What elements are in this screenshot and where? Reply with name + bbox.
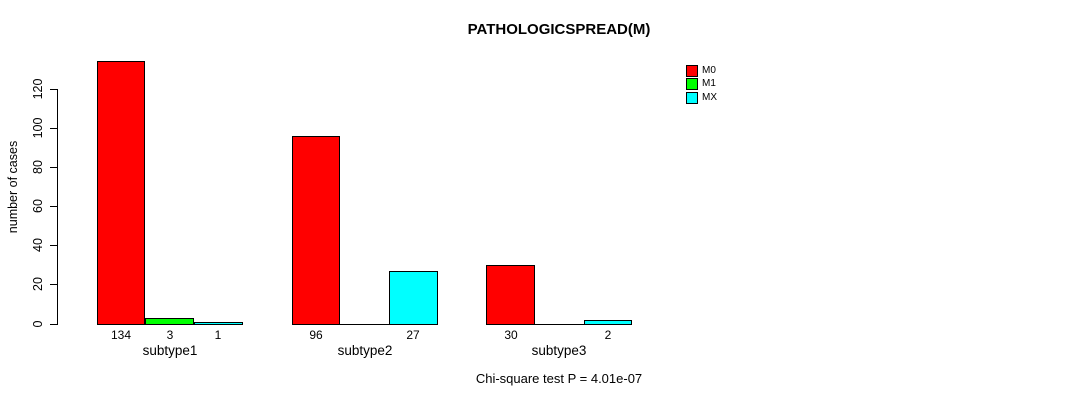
- category-label: subtype3: [531, 343, 587, 358]
- legend-item-m0: M0: [686, 65, 717, 77]
- y-tick-label: 0: [31, 320, 45, 328]
- legend-swatch-m0-icon: [686, 65, 698, 77]
- category-label: subtype1: [142, 343, 198, 358]
- bar-mx-subtype1: [194, 322, 243, 325]
- chart-title: PATHOLOGICSPREAD(M): [467, 21, 651, 38]
- legend-swatch-mx-icon: [686, 91, 698, 104]
- y-tick: [50, 206, 57, 207]
- bar-value-label: 27: [406, 328, 420, 342]
- bar-value-label: 96: [309, 328, 323, 342]
- bar-value-label: 1: [214, 328, 222, 342]
- y-tick-label: 120: [31, 78, 45, 100]
- y-tick: [50, 284, 57, 285]
- y-tick-label: 100: [31, 117, 45, 139]
- bar-mx-subtype3: [584, 320, 632, 325]
- legend-item-mx: MX: [686, 91, 717, 104]
- y-tick-label: 60: [31, 199, 45, 213]
- y-tick: [50, 128, 57, 129]
- y-tick-label: 80: [31, 160, 45, 174]
- bar-m0-subtype1: [97, 61, 145, 325]
- bar-m1-subtype2: [340, 324, 389, 325]
- y-tick-label: 20: [31, 277, 45, 291]
- chi-square-annotation: Chi-square test P = 4.01e-07: [475, 371, 643, 386]
- bar-m1-subtype1: [145, 318, 194, 325]
- category-label: subtype2: [337, 343, 393, 358]
- legend-label-mx: MX: [702, 91, 717, 103]
- bar-value-label: 2: [604, 328, 612, 342]
- y-tick: [50, 167, 57, 168]
- legend-label-m0: M0: [702, 65, 716, 76]
- legend: M0 M1 MX: [686, 65, 717, 105]
- bar-m0-subtype3: [486, 265, 535, 325]
- legend-swatch-m1-icon: [686, 78, 698, 91]
- bar-value-label: 134: [110, 328, 132, 342]
- y-tick: [50, 324, 57, 325]
- legend-label-m1: M1: [702, 78, 716, 90]
- y-tick: [50, 245, 57, 246]
- y-tick-label: 40: [31, 238, 45, 252]
- y-tick: [50, 89, 57, 90]
- legend-item-m1: M1: [686, 78, 717, 91]
- y-axis-line: [57, 89, 58, 325]
- bar-value-label: 3: [166, 328, 174, 342]
- bar-m1-subtype3: [535, 324, 584, 325]
- bar-m0-subtype2: [292, 136, 340, 325]
- bar-value-label: 30: [504, 328, 518, 342]
- bar-mx-subtype2: [389, 271, 438, 325]
